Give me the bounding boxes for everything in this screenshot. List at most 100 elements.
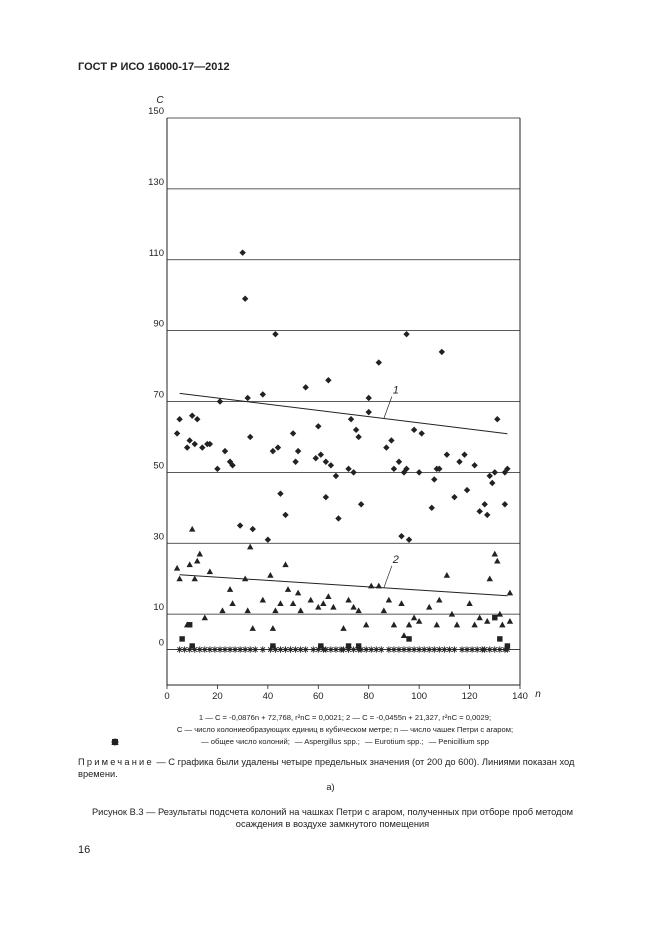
diamond-marker [327,462,335,469]
triangle-marker [330,603,337,610]
asterisk-marker [277,646,284,653]
asterisk-marker [368,646,375,653]
diamond-marker [375,359,382,366]
asterisk-marker [378,646,385,653]
diamond-marker [272,330,279,338]
triangle-marker [453,621,461,628]
diamond-marker [504,465,511,473]
asterisk-marker [415,646,423,653]
y-tick-label: 10 [153,602,164,613]
diamond-marker [199,444,206,451]
diamond-marker [325,377,332,384]
diamond-marker [221,447,229,455]
triangle-marker [277,600,284,607]
triangle-marker [320,600,327,607]
triangle-marker [398,600,405,607]
square-marker [355,643,362,649]
asterisk-marker [486,646,493,653]
triangle-marker [284,586,292,592]
asterisk-marker [181,646,188,653]
square-marker [492,614,498,621]
diamond-marker [289,430,297,437]
triangle-marker [484,618,491,624]
asterisk-marker [272,646,279,653]
triangle-marker [415,618,423,624]
legend: — общее число колоний; — Aspergillus spp.… [110,737,580,747]
legend-label: — общее число колоний; [201,737,290,746]
diamond-marker [322,458,330,465]
triangle-marker [294,589,302,596]
x-axis-label: n [535,689,541,700]
annotation-leader [383,565,393,588]
note-text: — С графика были удалены четыре предельн… [78,757,575,780]
triangle-marker [186,561,193,568]
diamond-marker [292,458,299,465]
triangle-marker [385,596,393,603]
diamond-marker [395,458,403,465]
asterisk-marker [221,646,229,653]
asterisk-marker [491,646,498,653]
triangle-marker [390,621,398,628]
diamond-marker [241,295,249,302]
diamond-marker [216,398,224,405]
asterisk-marker [241,646,249,653]
diamond-marker [403,330,410,338]
diamond-marker [418,430,425,437]
triangle-marker [191,575,198,582]
triangle-marker [111,738,119,745]
asterisk-marker [426,646,433,653]
asterisk-marker [340,646,347,653]
y-tick-label: 150 [148,106,164,117]
x-tick-label: 20 [212,691,223,702]
square-marker [497,636,503,642]
diamond-marker [335,515,342,522]
triangle-marker [433,621,440,628]
asterisk-marker [259,646,267,653]
asterisk-marker [332,646,340,653]
page-number: 16 [78,844,91,856]
triangle-marker [499,621,506,628]
triangle-marker [173,564,181,571]
trend-line-label: 1 [393,385,399,397]
diamond-marker [350,469,357,476]
asterisk-marker [211,646,219,653]
asterisk-marker [446,646,453,653]
triangle-marker [241,575,249,582]
triangle-marker [494,557,501,564]
triangle-marker [426,603,433,610]
diamond-marker [191,440,198,448]
asterisk-marker [405,646,413,653]
triangle-marker [269,625,277,631]
diamond-marker [249,525,256,533]
triangle-marker [194,557,201,564]
diamond-marker [461,451,468,458]
legend-label: — Aspergillus spp.; [294,737,360,746]
diamond-marker [206,440,214,448]
asterisk-marker [345,646,352,653]
x-tick-label: 40 [263,691,274,702]
triangle-marker [307,596,314,603]
diamond-marker [176,416,183,423]
trend-line [179,574,508,597]
diamond-marker [332,472,340,480]
asterisk-marker [436,646,443,653]
triangle-marker [219,607,226,614]
triangle-marker [282,561,289,568]
triangle-marker [244,607,251,614]
diamond-marker [264,536,272,543]
y-tick-label: 50 [153,460,164,471]
diamond-marker [438,348,446,356]
triangle-marker [466,600,473,607]
diamond-marker [186,437,193,444]
diamond-marker [410,426,418,434]
annotation-leader [383,396,393,419]
triangle-marker [486,575,493,582]
triangle-marker [506,618,514,624]
y-axis-label: C [156,95,164,106]
diamond-marker [317,451,325,458]
legend-item: — Aspergillus spp.; [111,737,360,747]
note-label: Примечание [78,757,154,767]
diamond-marker [501,501,509,508]
asterisk-marker [186,646,193,653]
